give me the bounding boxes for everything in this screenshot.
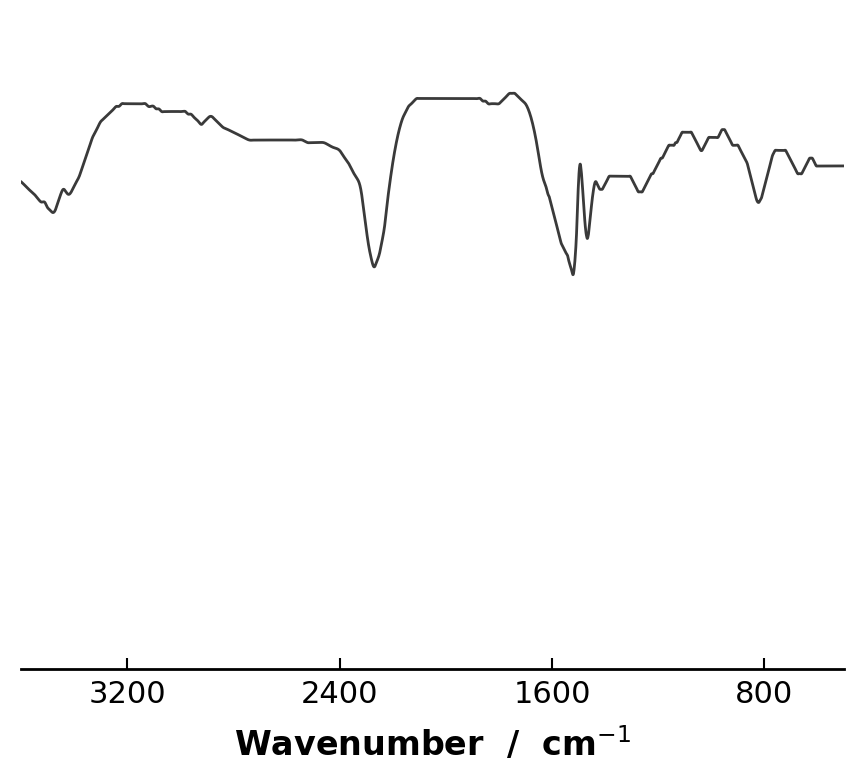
X-axis label: Wavenumber  /  cm$^{-1}$: Wavenumber / cm$^{-1}$: [234, 725, 631, 763]
